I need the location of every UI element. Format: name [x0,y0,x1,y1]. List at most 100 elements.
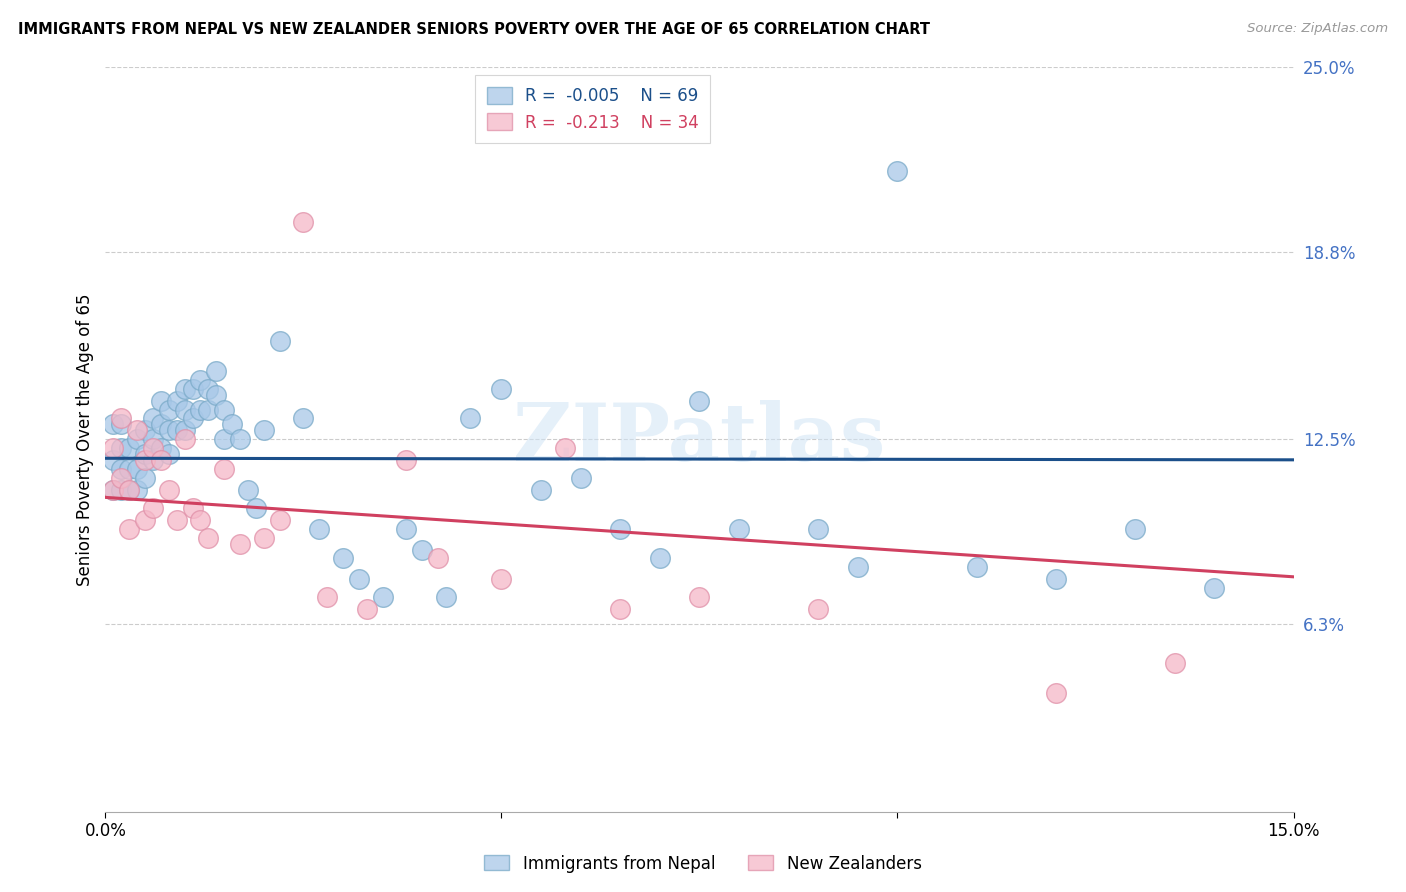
Point [807,522,830,536]
Point [134,447,156,461]
Point [236,483,259,497]
Point [648,551,671,566]
Point [142,442,165,456]
Point [214,402,236,417]
Point [609,522,631,536]
Point [157,402,180,417]
Point [127,433,149,447]
Point [190,402,212,417]
Point [157,423,180,437]
Point [197,382,219,396]
Point [395,453,418,467]
Point [149,453,172,467]
Point [173,382,195,396]
Point [1045,572,1067,586]
Point [356,602,378,616]
Point [197,531,219,545]
Point [181,382,204,396]
Point [127,483,149,497]
Point [134,471,156,485]
Point [308,522,330,536]
Point [554,442,576,456]
Point [190,513,212,527]
Point [197,402,219,417]
Point [149,417,172,432]
Point [110,442,132,456]
Point [103,453,125,467]
Point [103,483,125,497]
Point [347,572,370,586]
Point [689,393,711,408]
Point [1164,656,1187,670]
Point [142,500,165,515]
Point [253,531,276,545]
Point [221,417,243,432]
Point [110,417,132,432]
Point [166,513,188,527]
Point [689,591,711,605]
Point [846,560,869,574]
Point [245,500,267,515]
Point [181,500,204,515]
Point [1123,522,1146,536]
Point [142,411,165,425]
Legend: Immigrants from Nepal, New Zealanders: Immigrants from Nepal, New Zealanders [478,848,928,880]
Point [807,602,830,616]
Point [205,364,228,378]
Point [173,433,195,447]
Point [134,453,156,467]
Y-axis label: Seniors Poverty Over the Age of 65: Seniors Poverty Over the Age of 65 [76,293,94,585]
Point [371,591,394,605]
Point [229,536,252,550]
Point [214,462,236,476]
Text: ZIPatlas: ZIPatlas [513,401,886,478]
Point [173,402,195,417]
Point [118,442,141,456]
Point [427,551,450,566]
Point [253,423,276,437]
Point [530,483,553,497]
Point [395,522,418,536]
Point [110,483,132,497]
Point [110,471,132,485]
Point [127,423,149,437]
Point [491,572,513,586]
Point [1045,685,1067,699]
Point [157,483,180,497]
Point [157,447,180,461]
Point [728,522,751,536]
Point [166,423,188,437]
Point [190,373,212,387]
Point [142,433,165,447]
Point [491,382,513,396]
Point [886,164,908,178]
Legend: R =  -0.005    N = 69, R =  -0.213    N = 34: R = -0.005 N = 69, R = -0.213 N = 34 [475,75,710,144]
Point [118,483,141,497]
Point [166,393,188,408]
Point [118,522,141,536]
Point [332,551,354,566]
Point [149,393,172,408]
Point [411,542,433,557]
Text: Source: ZipAtlas.com: Source: ZipAtlas.com [1247,22,1388,36]
Point [966,560,988,574]
Point [569,471,592,485]
Point [103,483,125,497]
Text: IMMIGRANTS FROM NEPAL VS NEW ZEALANDER SENIORS POVERTY OVER THE AGE OF 65 CORREL: IMMIGRANTS FROM NEPAL VS NEW ZEALANDER S… [18,22,931,37]
Point [292,215,315,229]
Point [269,513,291,527]
Point [118,483,141,497]
Point [173,423,195,437]
Point [292,411,315,425]
Point [229,433,252,447]
Point [142,453,165,467]
Point [134,423,156,437]
Point [118,462,141,476]
Point [181,411,204,425]
Point [149,442,172,456]
Point [103,442,125,456]
Point [127,462,149,476]
Point [110,462,132,476]
Point [316,591,339,605]
Point [609,602,631,616]
